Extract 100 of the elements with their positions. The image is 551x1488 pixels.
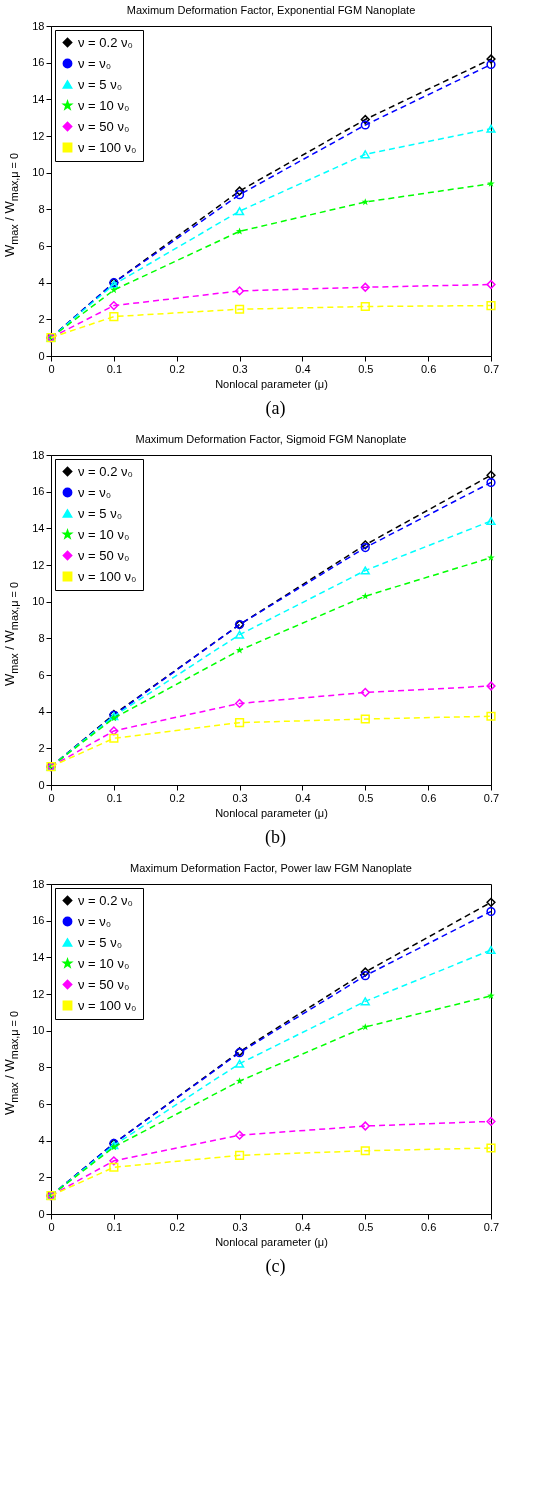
point bbox=[109, 1162, 119, 1172]
y-tick-label: 6 bbox=[38, 668, 45, 681]
legend-label: ν = 0.2 ν₀ bbox=[78, 892, 133, 908]
point bbox=[234, 698, 245, 709]
x-tick-label: 0 bbox=[48, 791, 55, 804]
point bbox=[486, 59, 496, 70]
legend-label: ν = ν₀ bbox=[78, 913, 112, 929]
point bbox=[486, 1143, 496, 1153]
legend-label: ν = 10 ν₀ bbox=[78, 526, 130, 542]
x-tick-label: 0.3 bbox=[232, 362, 248, 375]
y-tick-label: 12 bbox=[32, 129, 45, 142]
point bbox=[360, 1146, 370, 1156]
point bbox=[110, 286, 118, 294]
x-tick-label: 0.2 bbox=[169, 1220, 185, 1233]
legend-label: ν = 50 ν₀ bbox=[78, 976, 130, 992]
x-tick-label: 0.4 bbox=[295, 1220, 311, 1233]
point bbox=[486, 711, 496, 721]
point bbox=[109, 726, 119, 736]
point bbox=[487, 179, 495, 187]
y-tick-label: 8 bbox=[38, 202, 45, 215]
x-tick-label: 0.4 bbox=[295, 791, 311, 804]
point bbox=[234, 207, 245, 216]
legend-label: ν = 5 ν₀ bbox=[78, 76, 123, 92]
y-tick-label: 8 bbox=[38, 631, 45, 644]
point bbox=[234, 190, 245, 200]
x-tick-label: 0.3 bbox=[232, 791, 248, 804]
legend-label: ν = 0.2 ν₀ bbox=[78, 463, 133, 479]
point bbox=[486, 945, 496, 955]
legend-label: ν = ν₀ bbox=[78, 484, 112, 500]
y-tick-label: 10 bbox=[32, 166, 45, 179]
x-tick-label: 0.6 bbox=[420, 362, 437, 375]
x-tick-label: 0.6 bbox=[420, 791, 437, 804]
legend-label: ν = 5 ν₀ bbox=[78, 934, 123, 950]
chart-title: Maximum Deformation Factor, Exponential FGM Nanoplate bbox=[126, 4, 416, 16]
point bbox=[360, 301, 370, 312]
y-tick-label: 2 bbox=[38, 312, 45, 325]
x-axis-title: Nonlocal parameter (μ) bbox=[215, 1235, 328, 1248]
legend-label: ν = ν₀ bbox=[78, 55, 112, 71]
legend-label: ν = 5 ν₀ bbox=[78, 505, 123, 521]
x-axis-title: Nonlocal parameter (μ) bbox=[215, 806, 328, 819]
point bbox=[360, 114, 370, 125]
y-tick-label: 12 bbox=[32, 987, 45, 1000]
y-tick-label: 18 bbox=[32, 877, 45, 890]
point bbox=[360, 150, 370, 159]
y-tick-label: 18 bbox=[32, 448, 45, 461]
point bbox=[234, 304, 245, 314]
legend-label: ν = 50 ν₀ bbox=[78, 547, 130, 563]
legend-label: ν = 10 ν₀ bbox=[78, 97, 130, 113]
point bbox=[235, 646, 244, 654]
point bbox=[234, 1130, 245, 1140]
x-tick-label: 0.7 bbox=[483, 1220, 500, 1233]
y-tick-label: 10 bbox=[32, 595, 45, 608]
x-tick-label: 0.6 bbox=[420, 1220, 437, 1233]
y-tick-label: 0 bbox=[38, 349, 45, 362]
legend-label: ν = 100 ν₀ bbox=[78, 568, 137, 584]
text: (b) bbox=[264, 827, 287, 848]
point bbox=[234, 1150, 245, 1160]
point bbox=[360, 282, 370, 292]
y-tick-label: 16 bbox=[32, 914, 45, 927]
point bbox=[486, 124, 496, 133]
y-tick-label: 2 bbox=[38, 1170, 45, 1183]
x-axis-title: Nonlocal parameter (μ) bbox=[215, 377, 328, 390]
y-tick-label: 12 bbox=[32, 558, 45, 571]
x-tick-label: 0.3 bbox=[232, 1220, 248, 1233]
y-tick-label: 0 bbox=[38, 1207, 45, 1220]
y-tick-label: 8 bbox=[38, 1060, 45, 1073]
legend-label: ν = 50 ν₀ bbox=[78, 118, 130, 134]
y-tick-label: 2 bbox=[38, 741, 45, 754]
point bbox=[486, 279, 496, 290]
x-tick-label: 0.5 bbox=[358, 1220, 374, 1233]
point bbox=[486, 470, 496, 480]
point bbox=[234, 186, 245, 196]
y-tick-label: 6 bbox=[38, 1097, 45, 1110]
point bbox=[109, 733, 119, 743]
point bbox=[109, 311, 119, 322]
legend-label: ν = 100 ν₀ bbox=[78, 139, 137, 155]
y-tick-label: 6 bbox=[38, 239, 45, 252]
x-tick-label: 0.5 bbox=[358, 362, 374, 375]
x-tick-label: 0.2 bbox=[169, 791, 185, 804]
point bbox=[360, 997, 370, 1006]
point bbox=[234, 630, 245, 639]
point bbox=[486, 477, 496, 488]
y-tick-label: 4 bbox=[38, 1134, 45, 1147]
y-tick-label: 4 bbox=[38, 705, 45, 718]
legend-label: ν = 0.2 ν₀ bbox=[78, 34, 133, 50]
chart-title: Maximum Deformation Factor, Sigmoid FGM Nanoplate bbox=[135, 433, 407, 445]
text: (c) bbox=[264, 1256, 287, 1277]
point bbox=[360, 714, 370, 724]
x-tick-label: 0.2 bbox=[169, 362, 185, 375]
point bbox=[109, 300, 119, 311]
x-tick-label: 0.1 bbox=[106, 791, 123, 804]
y-tick-label: 16 bbox=[32, 56, 45, 69]
y-tick-label: 16 bbox=[32, 485, 45, 498]
y-tick-label: 0 bbox=[38, 778, 45, 791]
point bbox=[109, 1156, 119, 1166]
point bbox=[234, 286, 245, 296]
x-tick-label: 0.7 bbox=[483, 791, 500, 804]
point bbox=[360, 687, 370, 698]
point bbox=[486, 897, 496, 907]
point bbox=[360, 1121, 370, 1131]
